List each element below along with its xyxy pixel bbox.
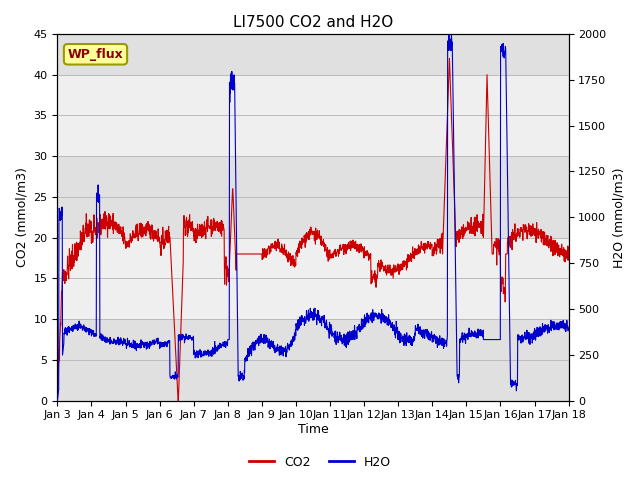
Bar [58,238,568,319]
Legend: CO2, H2O: CO2, H2O [244,451,396,474]
Bar [58,319,568,401]
X-axis label: Time: Time [298,423,328,436]
Text: WP_flux: WP_flux [68,48,124,61]
Title: LI7500 CO2 and H2O: LI7500 CO2 and H2O [233,15,393,30]
Y-axis label: H2O (mmol/m3): H2O (mmol/m3) [612,167,625,267]
Bar [58,156,568,238]
Bar [58,75,568,156]
Y-axis label: CO2 (mmol/m3): CO2 (mmol/m3) [15,168,28,267]
Bar [58,34,568,75]
